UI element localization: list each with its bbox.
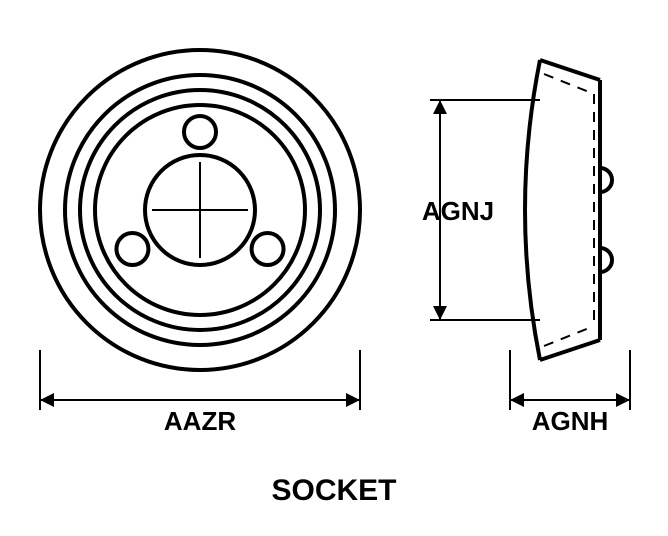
pin-hole [116,233,148,265]
pin-hole [184,116,216,148]
side-face-arc [525,60,540,360]
dimension-aazr: AAZR [40,350,360,436]
label-aazr: AAZR [164,406,236,436]
label-agnh: AGNH [532,406,609,436]
front-view [40,50,360,370]
side-view [525,60,612,360]
dimension-agnh: AGNH [510,350,630,436]
diagram-title: SOCKET [271,474,396,507]
pin-hole [252,233,284,265]
label-agnj: AGNJ [422,196,494,226]
dimension-agnj: AGNJ [422,100,540,320]
